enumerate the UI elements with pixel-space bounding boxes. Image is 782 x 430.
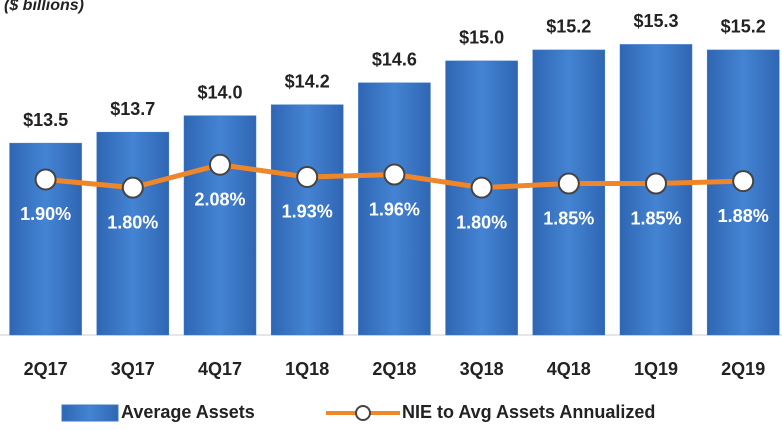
x-tick-label: 2Q17 <box>24 359 68 379</box>
bar <box>96 131 170 336</box>
legend-label: Average Assets <box>121 402 255 422</box>
x-tick-label: 1Q19 <box>634 359 678 379</box>
bar-value-label: $14.2 <box>285 72 330 92</box>
line-marker <box>34 168 57 191</box>
line-value-label: 2.08% <box>194 189 245 209</box>
bar-value-label: $13.5 <box>23 110 68 130</box>
legend-swatch <box>355 405 371 421</box>
x-tick-label: 4Q18 <box>547 359 591 379</box>
x-tick-label: 3Q18 <box>460 359 504 379</box>
legend-swatch <box>61 404 119 422</box>
x-tick-label: 3Q17 <box>111 359 155 379</box>
chart-subtitle: ($ billions) <box>4 0 84 14</box>
line-marker <box>296 165 319 188</box>
line-marker <box>732 170 755 193</box>
bar-value-label: $15.3 <box>633 11 678 31</box>
x-tick-label: 4Q17 <box>198 359 242 379</box>
x-tick-label: 2Q18 <box>372 359 416 379</box>
bar <box>706 49 780 336</box>
bar-value-label: $15.2 <box>546 17 591 37</box>
line-marker <box>209 153 231 176</box>
line-value-label: 1.85% <box>630 208 681 228</box>
x-tick-label: 2Q19 <box>721 359 765 379</box>
legend-label: NIE to Avg Assets Annualized <box>402 402 655 422</box>
bar <box>270 104 344 336</box>
bar <box>358 82 431 336</box>
line-value-label: 1.96% <box>369 199 420 219</box>
bar-value-label: $13.7 <box>110 99 155 119</box>
bar <box>183 115 257 336</box>
line-marker <box>383 163 406 186</box>
line-marker <box>470 176 493 199</box>
line-value-label: 1.80% <box>456 212 507 232</box>
line-value-label: 1.90% <box>20 204 71 224</box>
line-value-label: 1.80% <box>107 212 158 232</box>
bar-value-label: $15.0 <box>459 28 504 48</box>
bar-value-label: $14.0 <box>197 82 242 102</box>
bar-value-label: $15.2 <box>721 17 766 37</box>
line-marker <box>121 176 144 199</box>
line-value-label: 1.85% <box>543 208 594 228</box>
line-value-label: 1.93% <box>282 202 333 222</box>
line-marker <box>645 172 667 195</box>
x-tick-label: 1Q18 <box>285 359 329 379</box>
line-value-label: 1.88% <box>718 206 769 226</box>
bar-value-label: $14.6 <box>372 50 417 70</box>
line-marker <box>557 172 580 195</box>
